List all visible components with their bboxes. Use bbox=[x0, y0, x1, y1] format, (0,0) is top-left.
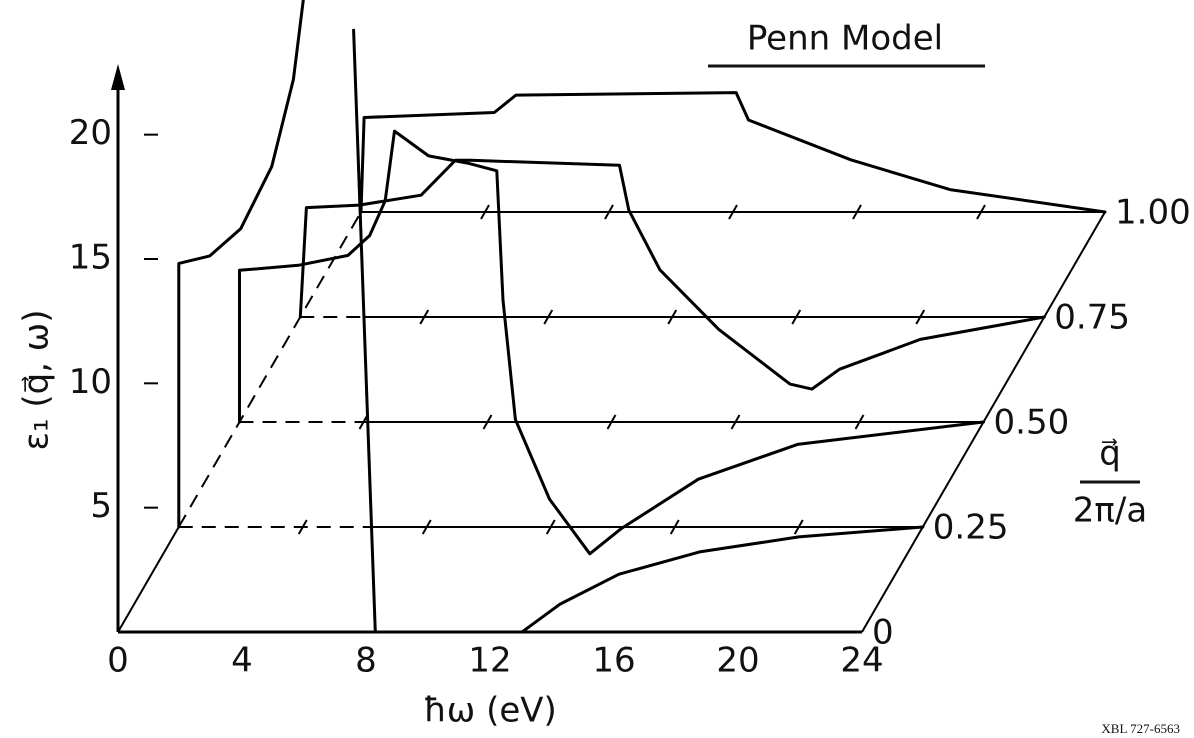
plane-tick bbox=[297, 519, 308, 535]
plane-tick bbox=[667, 309, 678, 325]
series-line bbox=[298, 158, 1046, 391]
x-tick-label: 20 bbox=[716, 641, 759, 681]
y-axis-label: ε₁ (q⃗, ω) bbox=[17, 309, 57, 450]
plane-tick bbox=[480, 204, 490, 220]
depth-edge-left-hidden bbox=[177, 211, 362, 528]
plane-tick bbox=[421, 519, 432, 535]
series-line bbox=[177, 0, 925, 633]
x-tick-label: 12 bbox=[468, 641, 511, 681]
plane-tick bbox=[730, 414, 741, 430]
plane-tick bbox=[793, 519, 804, 535]
plane-tick bbox=[852, 204, 862, 220]
plane-tick bbox=[915, 309, 926, 325]
y-axis-arrow bbox=[111, 64, 125, 90]
y-tick-label: 10 bbox=[69, 362, 112, 402]
series-line bbox=[238, 129, 985, 556]
z-tick-label: 0.25 bbox=[933, 508, 1009, 548]
plane-tick bbox=[604, 204, 614, 220]
series-line bbox=[352, 28, 377, 634]
z-tick-label: 0.75 bbox=[1054, 298, 1130, 338]
plane-tick bbox=[728, 204, 738, 220]
y-tick-label: 5 bbox=[90, 486, 112, 526]
depth-edge-left bbox=[117, 526, 180, 633]
plane-tick bbox=[419, 309, 430, 325]
z-axis-label-denominator: 2π/a bbox=[1073, 491, 1147, 531]
x-tick-label: 4 bbox=[231, 641, 253, 681]
plane-tick bbox=[606, 414, 617, 430]
plane-tick bbox=[854, 414, 865, 430]
z-tick-label: 0.50 bbox=[994, 403, 1070, 443]
x-tick-label: 0 bbox=[107, 641, 129, 681]
plane-tick bbox=[545, 519, 556, 535]
plane-tick bbox=[482, 414, 493, 430]
z-tick-label: 1.00 bbox=[1115, 193, 1191, 233]
x-tick-label: 8 bbox=[355, 641, 377, 681]
x-tick-label: 24 bbox=[840, 641, 883, 681]
series-line bbox=[359, 91, 1107, 214]
plane-tick bbox=[976, 204, 986, 220]
z-tick-label: 0 bbox=[872, 613, 894, 653]
y-tick-label: 15 bbox=[69, 237, 112, 277]
plane-tick bbox=[669, 519, 680, 535]
plane-tick bbox=[791, 309, 802, 325]
chart-title: Penn Model bbox=[747, 19, 943, 59]
x-axis-label: ħω (eV) bbox=[423, 691, 557, 731]
plane-tick bbox=[543, 309, 554, 325]
x-tick-label: 16 bbox=[592, 641, 635, 681]
footer: XBL 727-6563 bbox=[1101, 721, 1180, 736]
y-tick-label: 20 bbox=[69, 113, 112, 153]
z-axis-label-numerator: q⃗ bbox=[1099, 434, 1121, 474]
